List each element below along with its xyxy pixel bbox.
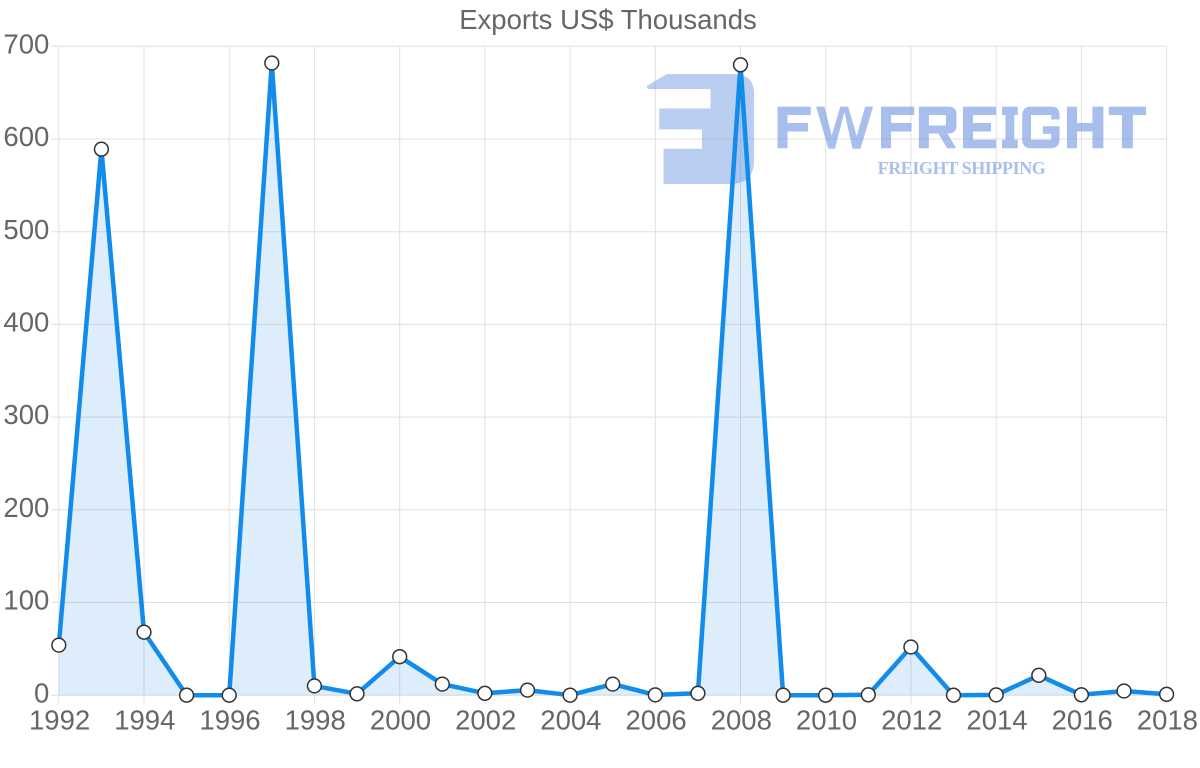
- svg-text:1992: 1992: [29, 705, 90, 736]
- svg-text:2008: 2008: [711, 705, 772, 736]
- svg-text:2014: 2014: [966, 705, 1027, 736]
- svg-text:1994: 1994: [114, 705, 175, 736]
- svg-text:100: 100: [3, 585, 49, 616]
- svg-text:400: 400: [3, 307, 49, 338]
- svg-text:600: 600: [3, 121, 49, 152]
- svg-text:2002: 2002: [455, 705, 516, 736]
- svg-text:500: 500: [3, 214, 49, 245]
- svg-text:700: 700: [3, 28, 49, 59]
- svg-text:2016: 2016: [1052, 705, 1113, 736]
- svg-text:FREIGHT SHIPPING: FREIGHT SHIPPING: [878, 158, 1046, 178]
- svg-text:2006: 2006: [626, 705, 687, 736]
- svg-text:2004: 2004: [540, 705, 601, 736]
- svg-text:300: 300: [3, 399, 49, 430]
- svg-text:1998: 1998: [285, 705, 346, 736]
- svg-text:2010: 2010: [796, 705, 857, 736]
- svg-text:0: 0: [34, 677, 49, 708]
- svg-text:2000: 2000: [370, 705, 431, 736]
- svg-text:2012: 2012: [881, 705, 942, 736]
- svg-text:1996: 1996: [199, 705, 260, 736]
- svg-text:2018: 2018: [1137, 705, 1198, 736]
- svg-text:200: 200: [3, 492, 49, 523]
- svg-text:Exports US$ Thousands: Exports US$ Thousands: [459, 4, 757, 35]
